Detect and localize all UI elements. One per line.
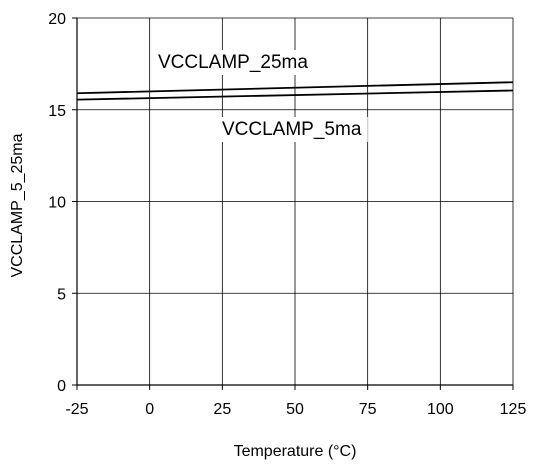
x-tick-label: 0 bbox=[145, 401, 154, 418]
y-tick-label: 0 bbox=[57, 378, 66, 395]
x-tick-label: 75 bbox=[359, 401, 377, 418]
grid bbox=[77, 17, 514, 385]
x-tick-label: -25 bbox=[65, 401, 88, 418]
series-label-background bbox=[216, 117, 368, 142]
series-labels: VCCLAMP_25ma VCCLAMP_5ma bbox=[152, 50, 368, 142]
tick-labels: -25 0 25 50 75 100 125 0 5 10 15 20 bbox=[48, 11, 526, 418]
series-lines bbox=[76, 81, 514, 101]
x-axis-title: Temperature (°C) bbox=[234, 443, 357, 460]
series-line-1 bbox=[76, 81, 514, 95]
x-tick-label: 25 bbox=[213, 401, 231, 418]
x-tick-label: 125 bbox=[500, 401, 527, 418]
axes bbox=[72, 17, 514, 390]
series-label-2: VCCLAMP_5ma bbox=[222, 119, 362, 140]
y-tick-label: 20 bbox=[48, 11, 66, 28]
series-line-2 bbox=[76, 89, 514, 101]
y-tick-label: 10 bbox=[48, 195, 66, 212]
y-axis-title: VCCLAMP_5_25ma bbox=[9, 133, 26, 277]
x-tick-label: 50 bbox=[286, 401, 304, 418]
series-label-1: VCCLAMP_25ma bbox=[158, 52, 308, 73]
series-label-background bbox=[152, 50, 315, 75]
x-tick-label: 100 bbox=[427, 401, 454, 418]
y-tick-label: 5 bbox=[57, 286, 66, 303]
y-tick-label: 15 bbox=[48, 103, 66, 120]
